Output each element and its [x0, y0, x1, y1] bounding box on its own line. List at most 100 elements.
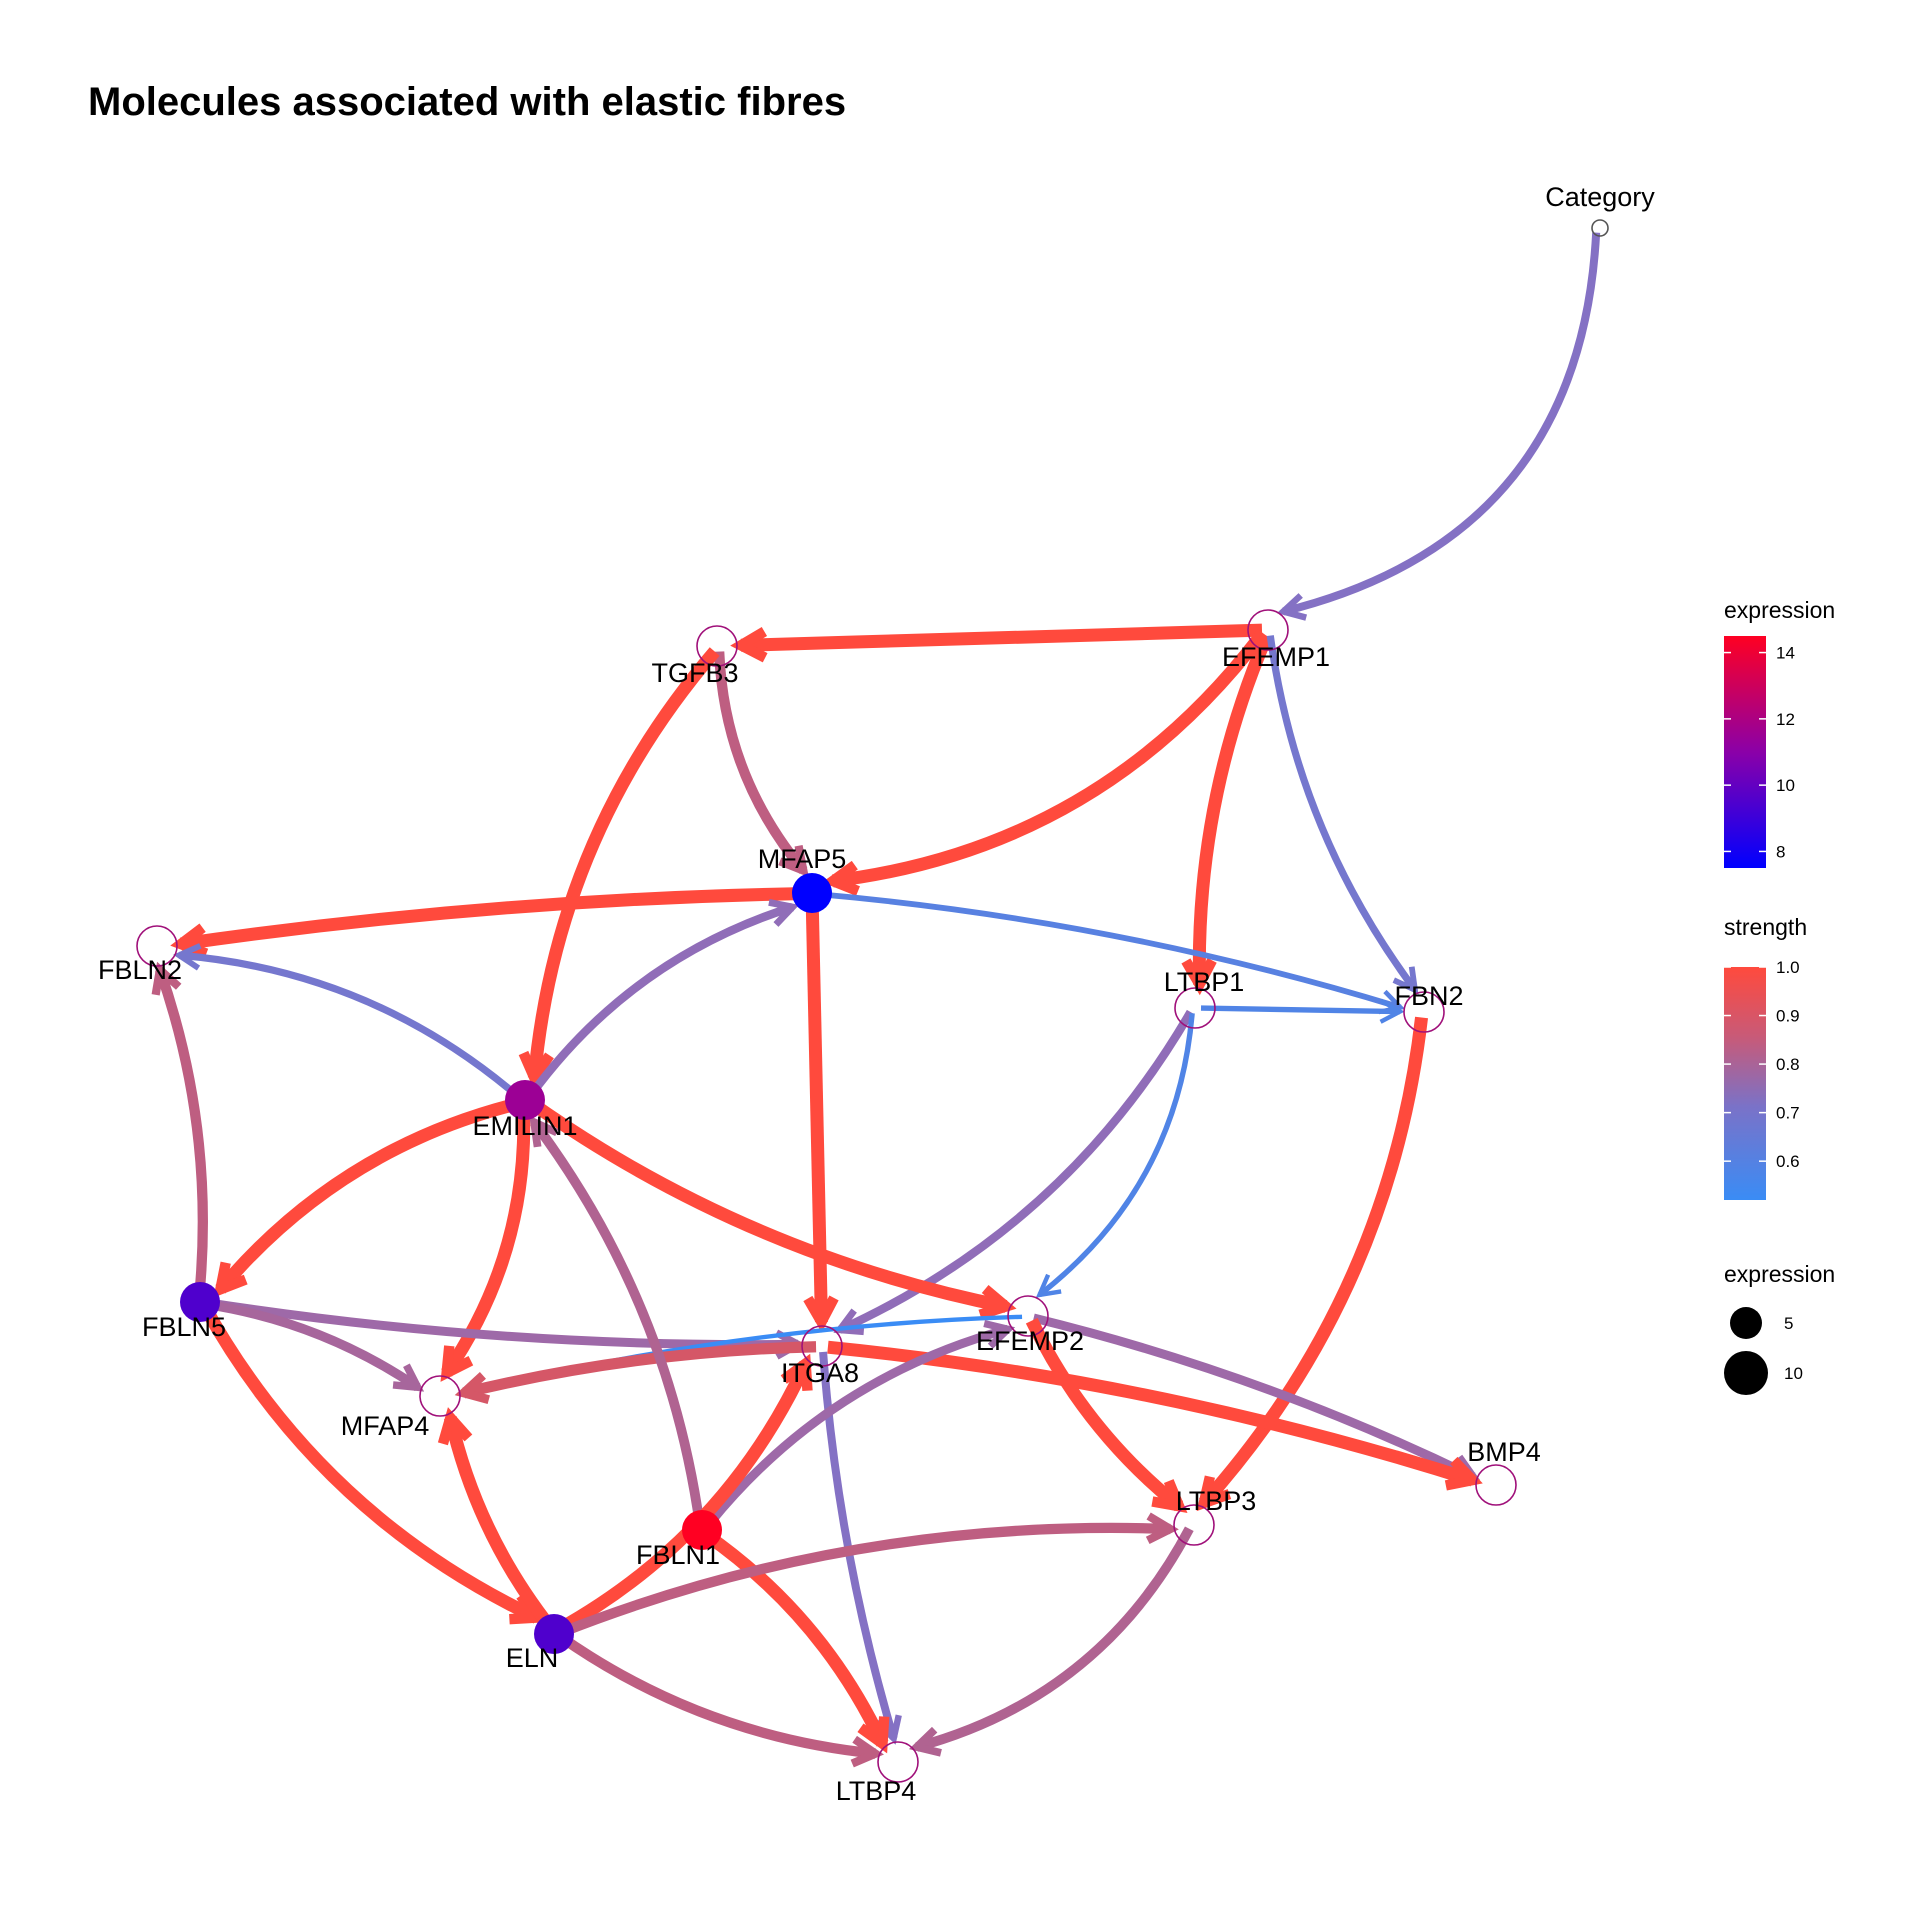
node-label-efemp2: EFEMP2 [976, 1326, 1084, 1356]
edge-line [526, 902, 794, 1099]
edge-fbln1-efemp2 [703, 1319, 1016, 1530]
node-label-ltbp3: LTBP3 [1176, 1486, 1257, 1516]
labels-layer: Category EFEMP1 TGFB3 MFAP5 FBLN2 LTBP1 FBN2 EM… [98, 182, 1655, 1806]
edge-ltbp1-efemp2 [1035, 1013, 1195, 1298]
node-fbln1 [682, 1510, 722, 1550]
edge-line [1282, 232, 1601, 616]
edge-line [1032, 1313, 1476, 1481]
node-fbln5 [180, 1282, 220, 1322]
legend-expression-tick-label: 10 [1776, 776, 1795, 795]
edge-line [1266, 635, 1418, 992]
node-ltbp3 [1173, 1504, 1215, 1546]
edge-line [838, 1009, 1195, 1334]
legend-size-swatch-large [1724, 1351, 1768, 1395]
edge-line [556, 1631, 877, 1759]
edge-arrowhead [151, 961, 182, 996]
edge-line [1037, 1013, 1195, 1298]
edge-arrowhead [529, 1115, 559, 1148]
node-fbln2 [136, 925, 178, 967]
node-eln [534, 1614, 574, 1654]
edge-fbn2-ltbp3 [1196, 1016, 1429, 1512]
edge-line [558, 1522, 1171, 1638]
edge-arrowhead [1035, 1273, 1062, 1298]
edge-line [198, 1302, 540, 1624]
edge-efemp2-ltbp3 [1025, 1317, 1188, 1513]
legend-expression-tick-label: 12 [1776, 710, 1795, 729]
edge-arrowhead [983, 1319, 1016, 1349]
edge-arrowhead [173, 943, 202, 971]
legend-expression-colorbar [1724, 636, 1766, 868]
edge-arrowhead [803, 1295, 839, 1333]
edge-line [817, 891, 1402, 1011]
edge-arrowhead [518, 1050, 554, 1089]
edge-line [444, 1416, 557, 1633]
edge-line [1192, 633, 1273, 985]
legend-expression-color-title: expression [1724, 597, 1835, 623]
edge-line [915, 1526, 1194, 1752]
node-label-bmp4: BMP4 [1467, 1437, 1541, 1467]
edge-itga8-bmp4 [827, 1340, 1483, 1491]
edge-line [179, 886, 807, 951]
edge-line [204, 1299, 421, 1392]
node-fbn2 [1403, 991, 1445, 1033]
node-label-itga8: ITGA8 [781, 1358, 859, 1388]
node-efemp1 [1247, 609, 1289, 651]
edge-ltbp3-ltbp4 [908, 1526, 1194, 1757]
edge-arrowhead [1151, 1479, 1188, 1513]
edge-arrowhead [730, 627, 768, 663]
legend-expression-size-title: expression [1724, 1261, 1835, 1287]
edge-line [441, 1105, 531, 1377]
edge-arrowhead [908, 1726, 942, 1757]
edge-arrowhead [850, 1735, 884, 1768]
edge-line [703, 1324, 1010, 1530]
node-label-fbln1: FBLN1 [636, 1540, 720, 1570]
node-mfap5 [792, 873, 832, 913]
edge-line [714, 651, 808, 874]
edge-efemp1-fbn2 [1266, 635, 1419, 995]
edge-arrowhead [1392, 966, 1419, 995]
edge-arrowhead [1276, 593, 1308, 621]
edge-fbln5-eln [198, 1302, 547, 1625]
edge-emilin1-mfap4 [440, 1105, 531, 1382]
edge-line [702, 1529, 889, 1747]
edge-line [740, 623, 1263, 652]
edge-fbln5-mfap4 [204, 1299, 425, 1392]
edge-category-efemp1 [1276, 232, 1601, 621]
edge-line [530, 1119, 705, 1526]
edge-emilin1-fbln2 [173, 943, 522, 1101]
node-label-mfap4: MFAP4 [341, 1411, 430, 1441]
edge-efemp1-ltbp1 [1181, 633, 1273, 996]
edge-arrowhead [170, 923, 209, 959]
edge-efemp1-mfap5 [822, 629, 1268, 896]
edge-line [831, 629, 1268, 888]
node-bmp4 [1475, 1464, 1517, 1506]
legend-strength-title: strength [1724, 914, 1807, 940]
edge-emilin1-efemp2 [526, 1097, 1017, 1320]
nodes-layer [136, 219, 1609, 1783]
edge-arrowhead [857, 1716, 890, 1754]
edge-line [1200, 1005, 1401, 1015]
edge-line [827, 1340, 1475, 1487]
edge-tgfb3-emilin1 [518, 647, 720, 1089]
edge-arrowhead [454, 1372, 491, 1405]
legend: expression 14 12 10 8 strength 1.0 0.9 0.8 0.7… [1724, 597, 1835, 1395]
edge-arrowhead [768, 899, 800, 927]
node-label-ltbp1: LTBP1 [1164, 967, 1245, 997]
legend-strength-tick-label: 0.7 [1776, 1104, 1800, 1123]
node-label-tgfb3: TGFB3 [651, 658, 738, 688]
edge-line [805, 898, 828, 1323]
node-category [1591, 219, 1609, 237]
edge-fbln1-ltbp4 [702, 1529, 890, 1754]
edge-line [1025, 1317, 1184, 1512]
legend-size-label-small: 5 [1784, 1314, 1793, 1333]
edge-arrowhead [780, 1353, 813, 1392]
node-emilin1 [505, 1080, 545, 1120]
diagram-title: Molecules associated with elastic fibres [88, 80, 846, 124]
edge-line [1198, 1016, 1429, 1508]
legend-strength-tick-label: 0.6 [1776, 1152, 1800, 1171]
legend-strength-tick-label: 1.0 [1776, 958, 1800, 977]
node-label-mfap5: MFAP5 [758, 844, 847, 874]
node-label-fbln2: FBLN2 [98, 955, 182, 985]
edge-fbln5-fbln2 [151, 961, 208, 1297]
